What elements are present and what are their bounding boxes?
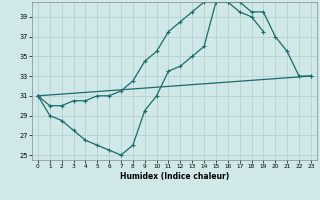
X-axis label: Humidex (Indice chaleur): Humidex (Indice chaleur) [120,172,229,181]
